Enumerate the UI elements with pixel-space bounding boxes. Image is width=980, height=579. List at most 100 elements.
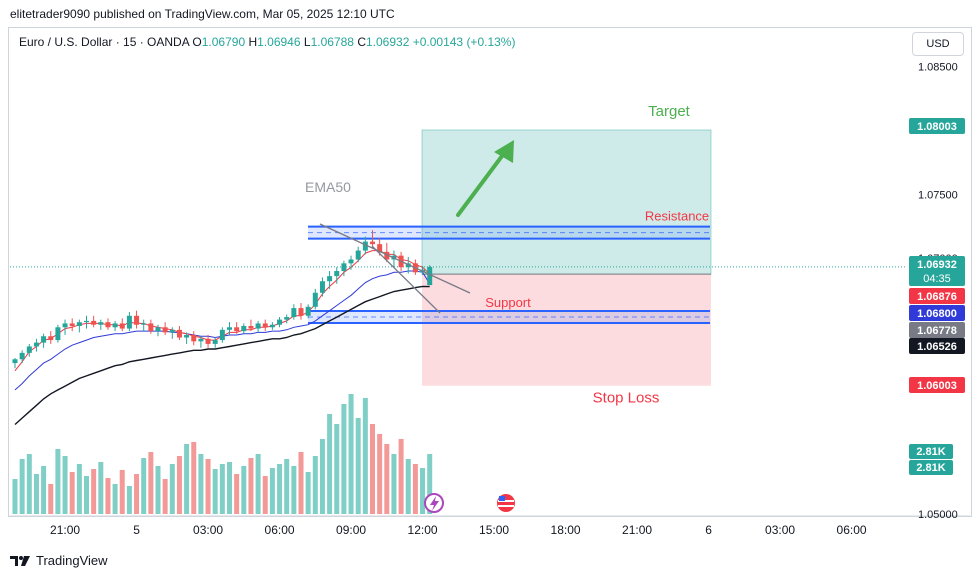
volume-bar: [327, 414, 333, 514]
open-label: O: [192, 35, 202, 49]
candle-body: [234, 327, 240, 332]
volume-bar: [141, 458, 147, 514]
volume-bar: [41, 466, 47, 514]
candle-body: [141, 323, 147, 325]
volume-bar: [248, 458, 254, 514]
time-tick-label: 12:00: [408, 523, 438, 537]
candle-body: [241, 326, 247, 332]
volume-bar: [62, 456, 68, 514]
tradingview-footer[interactable]: TradingView: [10, 553, 108, 568]
candle-body: [84, 320, 89, 323]
time-tick-label: 18:00: [551, 523, 581, 537]
candle-body: [48, 336, 54, 341]
price-tag-label: 1.06526: [917, 341, 957, 353]
low-value: 1.06788: [310, 35, 354, 49]
volume-bar: [227, 462, 232, 514]
volume-bar: [91, 469, 97, 514]
symbol-name: Euro / U.S. Dollar · 15 · OANDA: [19, 35, 190, 49]
price-tag-bg: [909, 118, 965, 134]
candle-body: [12, 359, 18, 364]
volume-bar: [219, 464, 225, 514]
time-tick-label: 15:00: [479, 523, 509, 537]
candle-body: [69, 323, 75, 327]
time-tick-label: 09:00: [336, 523, 366, 537]
volume-bar: [198, 454, 204, 514]
wedge-upper-line: [319, 223, 471, 294]
price-tag: 1.06778: [909, 322, 965, 338]
time-tick-label: 5: [133, 523, 140, 537]
support-resistance-levels: [308, 225, 710, 325]
volume-bar: [427, 454, 433, 514]
candle-body: [191, 334, 197, 342]
volume-bar: [119, 470, 125, 514]
volume-bars: [12, 394, 433, 514]
candle-body: [305, 306, 311, 316]
volume-bar: [305, 472, 311, 514]
volume-bar: [298, 452, 304, 514]
price-tag-bg: [909, 338, 965, 354]
candle-body: [334, 271, 340, 277]
candle-body: [76, 322, 82, 327]
volume-bar: [362, 398, 368, 514]
volume-bar: [48, 484, 54, 514]
candle-body: [62, 323, 68, 328]
volume-bar: [319, 439, 325, 514]
candle-body: [348, 259, 354, 264]
time-tick-label: 21:00: [50, 523, 80, 537]
volume-bar: [162, 479, 168, 514]
support-label: Support: [485, 295, 531, 310]
candle-body: [312, 292, 318, 307]
arrow-shaft: [456, 150, 507, 217]
candle-body: [219, 329, 225, 341]
price-tag-bg: [909, 256, 965, 286]
volume-bar: [412, 464, 418, 514]
price-tag-label: 1.06876: [917, 291, 957, 303]
candle-body: [298, 308, 304, 316]
time-tick-label: 6: [705, 523, 712, 537]
currency-button[interactable]: USD: [912, 32, 964, 56]
time-tick-label: 21:00: [622, 523, 652, 537]
candle-body: [248, 326, 254, 329]
high-value: 1.06946: [257, 35, 301, 49]
candle-body: [227, 327, 232, 330]
candle-body: [269, 324, 275, 328]
price-tag-label: 1.06778: [917, 325, 957, 337]
volume-bar: [284, 459, 290, 514]
high-label: H: [248, 35, 258, 49]
ema50-label: EMA50: [305, 179, 351, 195]
volume-tag-bg: [909, 460, 953, 475]
volume-bar: [241, 466, 247, 514]
candle-body: [205, 338, 211, 344]
volume-bar: [76, 464, 82, 514]
volume-bar: [176, 456, 182, 514]
candle-body: [362, 241, 368, 251]
lightning-bolt-icon: [430, 496, 439, 511]
price-tag: 1.06932 04:35: [909, 256, 965, 286]
volume-bar: [370, 424, 375, 514]
flag-canton: [499, 496, 505, 501]
time-tick-label: 03:00: [193, 523, 223, 537]
us-flag-event-icon: [497, 494, 515, 512]
chart-frame[interactable]: [8, 27, 972, 517]
change-value: +0.00143 (+0.13%): [412, 35, 516, 49]
countdown-label: 04:35: [923, 273, 951, 285]
volume-tag-label: 2.81K: [916, 446, 945, 458]
volume-bar: [269, 468, 275, 514]
price-tag: 1.08003: [909, 118, 965, 134]
volume-bar: [55, 449, 61, 514]
volume-bar: [348, 394, 354, 514]
lightning-event-icon: [424, 493, 444, 513]
candle-body: [327, 276, 333, 282]
volume-bar: [105, 478, 111, 514]
volume-bar: [19, 459, 25, 514]
volume-bar: [69, 472, 75, 514]
candle-body: [19, 352, 25, 360]
volume-bar: [134, 474, 140, 514]
volume-bar: [255, 454, 261, 514]
candle-body: [184, 334, 190, 338]
candle-body: [119, 323, 125, 329]
flag-stripe: [498, 505, 514, 507]
candle-body: [277, 319, 283, 325]
axes: 21:00 5 03:00 06:00 09:00 12:00 15:00 18:00 21:0…: [10, 61, 970, 537]
